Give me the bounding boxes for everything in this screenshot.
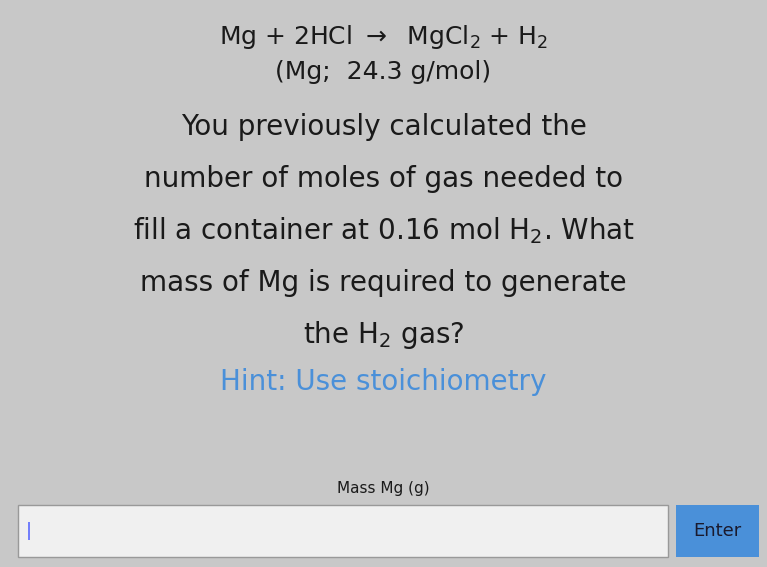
Text: Enter: Enter [693,522,742,540]
FancyBboxPatch shape [18,505,668,557]
Text: mass of Mg is required to generate: mass of Mg is required to generate [140,269,627,297]
Text: You previously calculated the: You previously calculated the [180,113,587,141]
Text: (Mg;  24.3 g/mol): (Mg; 24.3 g/mol) [275,60,492,84]
Text: fill a container at 0.16 mol H$_2$. What: fill a container at 0.16 mol H$_2$. What [133,215,634,247]
Text: the H$_2$ gas?: the H$_2$ gas? [303,319,464,351]
Text: number of moles of gas needed to: number of moles of gas needed to [144,165,623,193]
FancyBboxPatch shape [676,505,759,557]
Text: Mass Mg (g): Mass Mg (g) [337,481,430,497]
Text: Mg + 2HCl $\rightarrow$  MgCl$_2$ + H$_2$: Mg + 2HCl $\rightarrow$ MgCl$_2$ + H$_2$ [219,23,548,51]
Text: |: | [26,522,32,540]
Text: Hint: Use stoichiometry: Hint: Use stoichiometry [220,368,547,396]
